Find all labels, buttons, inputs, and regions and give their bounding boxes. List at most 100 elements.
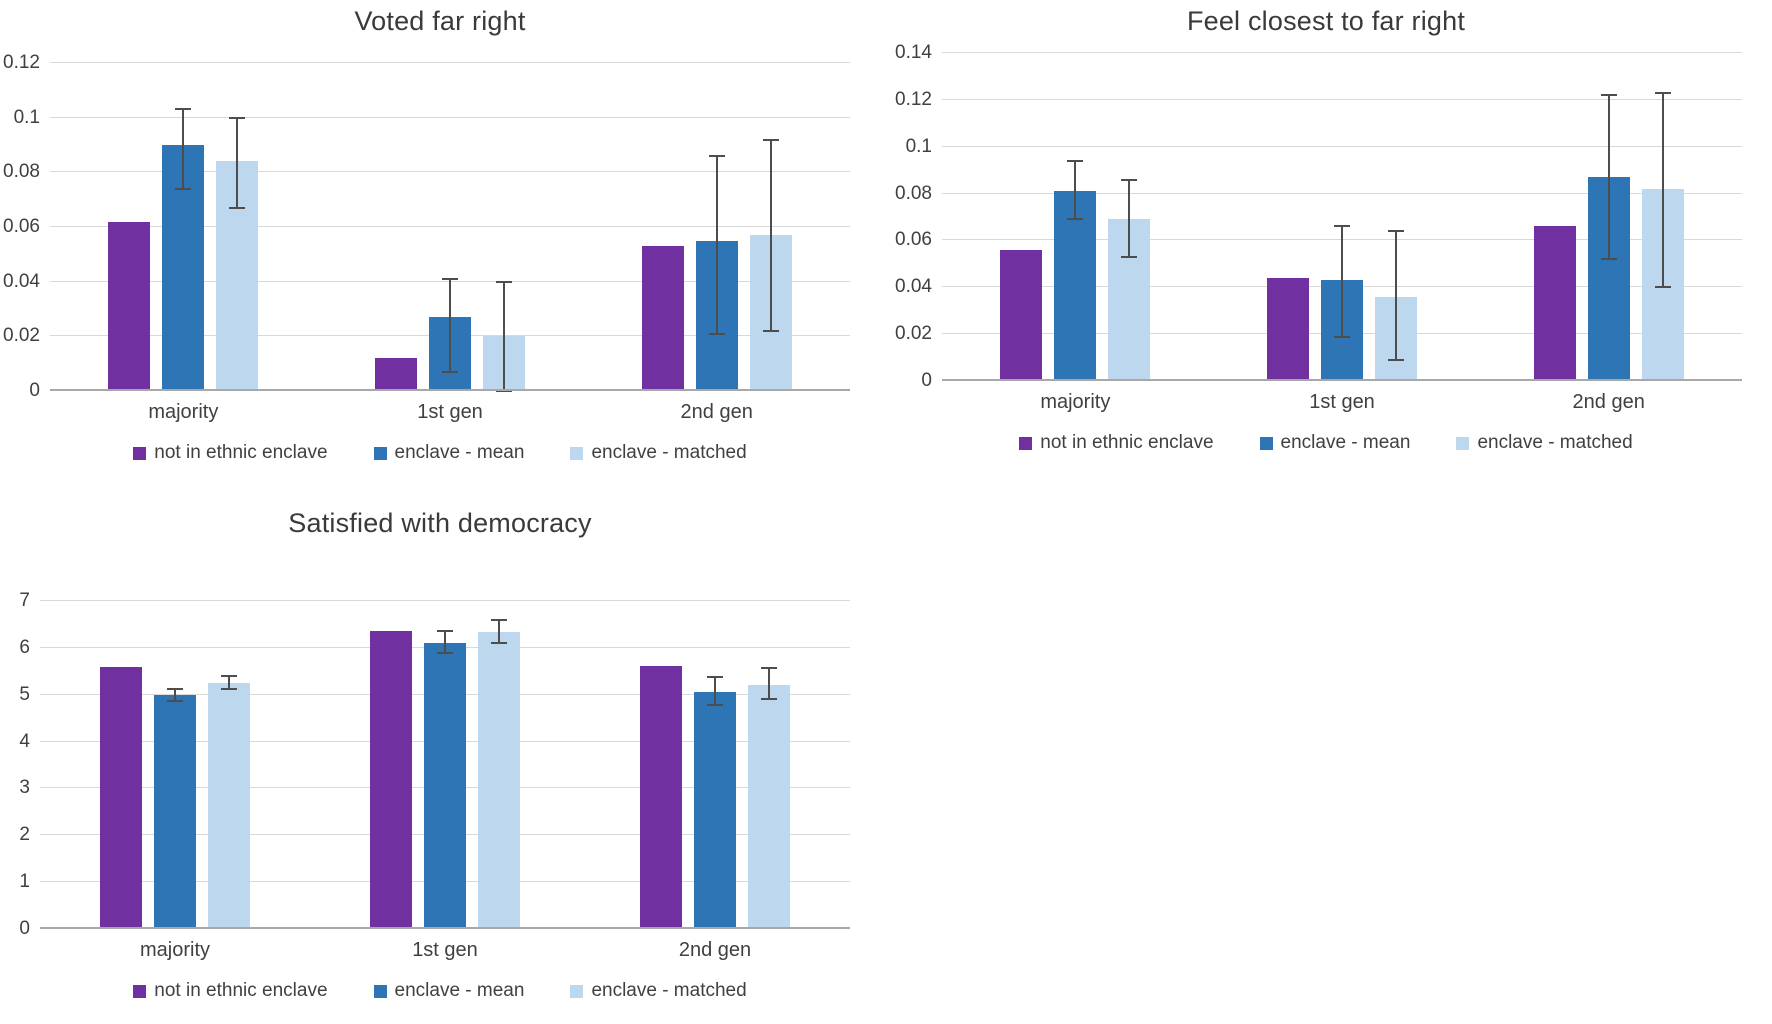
- legend-swatch-enclave-matched: [1456, 436, 1470, 450]
- error-bar: [1074, 160, 1077, 220]
- chart-body: 0 0.02 0.04 0.06 0.08 0.1 0.12 0.14: [880, 43, 1772, 391]
- legend: not in ethnic enclave enclave - mean encla…: [0, 980, 880, 1002]
- chart-body: 0 1 2 3 4 5 6 7: [0, 591, 880, 939]
- legend-label: enclave - matched: [591, 980, 747, 1001]
- y-tick-label: 0.08: [3, 161, 40, 183]
- chart-feel-closest-to-far-right: Feel closest to far right 0 0.02 0.04 0.06 0…: [880, 0, 1772, 502]
- error-bar-cap-top: [442, 277, 458, 280]
- bar-slot: [108, 63, 151, 391]
- error-bar-cap-bottom: [708, 332, 725, 335]
- plot-area: [40, 600, 850, 929]
- gridline: [40, 600, 850, 601]
- x-category-label-majority: majority: [1040, 391, 1111, 413]
- bar-slot: [478, 601, 520, 929]
- bar-slot: [1108, 53, 1151, 381]
- bar-not-in-ethnic-enclave-2nd-gen: [640, 665, 682, 929]
- chart-title: Feel closest to far right: [1186, 6, 1466, 36]
- bar-enclave-matched-1st-gen: [478, 632, 520, 929]
- error-bar-cap-top: [491, 618, 507, 621]
- y-tick-label: 5: [19, 683, 30, 705]
- error-bar-cap-bottom: [221, 688, 237, 691]
- y-tick-label: 0: [29, 380, 40, 401]
- legend-label: not in ethnic enclave: [154, 980, 328, 1001]
- bar-groups: [40, 601, 850, 929]
- x-axis-line: [40, 927, 850, 929]
- y-tick-label: 1: [19, 871, 30, 893]
- bar-not-in-ethnic-enclave-majority: [100, 666, 142, 929]
- y-axis: 0 0.02 0.04 0.06 0.08 0.1 0.12 0.14: [880, 43, 942, 391]
- chart-title: Voted far right: [354, 6, 526, 36]
- error-bar: [1341, 226, 1343, 337]
- legend-label: not in ethnic enclave: [154, 442, 328, 463]
- error-bar-cap-bottom: [1067, 218, 1084, 221]
- bar-group-majority: [50, 63, 317, 391]
- bar-slot: [748, 601, 790, 929]
- error-bar: [498, 619, 500, 644]
- bar-enclave-mean-2nd-gen: [694, 692, 736, 929]
- y-tick-label: 6: [19, 636, 30, 658]
- error-bar-cap-top: [1121, 178, 1138, 181]
- bar-slot: [216, 63, 259, 391]
- error-bar-cap-top: [1334, 225, 1350, 228]
- error-bar: [715, 155, 718, 334]
- error-bar-cap-top: [761, 666, 777, 669]
- bar-not-in-ethnic-enclave-2nd-gen: [641, 246, 684, 391]
- gridline: [942, 98, 1742, 100]
- legend-item-not-in-ethnic-enclave: not in ethnic enclave: [1019, 432, 1214, 454]
- error-bar-cap-top: [1654, 91, 1671, 94]
- error-bar: [444, 631, 446, 653]
- bar-slot: [162, 63, 205, 391]
- legend-swatch-enclave-mean: [1259, 436, 1273, 450]
- y-tick-label: 0.02: [3, 325, 40, 347]
- error-bar-cap-top: [229, 116, 246, 119]
- legend: not in ethnic enclave enclave - mean encla…: [0, 442, 880, 464]
- y-tick-label: 7: [19, 590, 30, 611]
- legend-swatch-enclave-matched: [570, 984, 584, 998]
- error-bar: [1128, 179, 1131, 257]
- bar-not-in-ethnic-enclave-1st-gen: [375, 358, 417, 391]
- x-category-label-2nd-gen: 2nd gen: [678, 939, 752, 961]
- y-tick-label: 0.14: [895, 42, 932, 63]
- bar-not-in-ethnic-enclave-1st-gen: [370, 631, 412, 929]
- bar-enclave-mean-1st-gen: [424, 643, 466, 929]
- error-bar: [1607, 95, 1610, 260]
- error-bar-cap-bottom: [761, 698, 777, 701]
- bar-slot: [154, 601, 196, 929]
- error-bar-cap-bottom: [491, 642, 507, 645]
- x-axis-labels: majority 1st gen 2nd gen: [942, 391, 1742, 414]
- plot-area: [942, 52, 1742, 381]
- error-bar-cap-bottom: [496, 390, 512, 392]
- bar-enclave-mean-majority: [1054, 191, 1097, 381]
- error-bar: [768, 667, 770, 700]
- gridline: [50, 171, 850, 173]
- y-tick-label: 0.04: [3, 270, 40, 292]
- error-bar-cap-top: [221, 674, 237, 677]
- error-bar: [182, 109, 185, 189]
- y-tick-label: 0.02: [895, 323, 932, 345]
- bar-slot: [429, 63, 471, 391]
- chart-body: 0 0.02 0.04 0.06 0.08 0.1 0.12: [0, 53, 880, 401]
- y-tick-label: 0.06: [895, 229, 932, 251]
- y-axis: 0 0.02 0.04 0.06 0.08 0.1 0.12: [0, 53, 50, 401]
- gridline: [50, 62, 850, 63]
- plot-area: [50, 62, 850, 392]
- bar-slot: [424, 601, 466, 929]
- error-bar-cap-top: [708, 154, 725, 157]
- legend-swatch-not-in-ethnic-enclave: [1019, 436, 1033, 450]
- x-axis-line: [942, 379, 1742, 381]
- bar-group-2nd-gen: [580, 601, 850, 929]
- error-bar-cap-top: [762, 138, 779, 141]
- error-bar-cap-top: [496, 280, 512, 283]
- y-tick-label: 0.1: [13, 106, 40, 128]
- bar-slot: [641, 63, 684, 391]
- legend-swatch-enclave-mean: [373, 984, 387, 998]
- error-bar-cap-bottom: [1600, 258, 1617, 261]
- bar-not-in-ethnic-enclave-2nd-gen: [1533, 226, 1576, 381]
- bar-slot: [1054, 53, 1097, 381]
- legend-item-enclave-mean: enclave - mean: [373, 980, 524, 1002]
- bar-slot: [483, 63, 525, 392]
- y-axis: 0 1 2 3 4 5 6 7: [0, 591, 40, 939]
- y-tick-label: 0: [921, 370, 932, 391]
- x-category-label-2nd-gen: 2nd gen: [1572, 391, 1645, 413]
